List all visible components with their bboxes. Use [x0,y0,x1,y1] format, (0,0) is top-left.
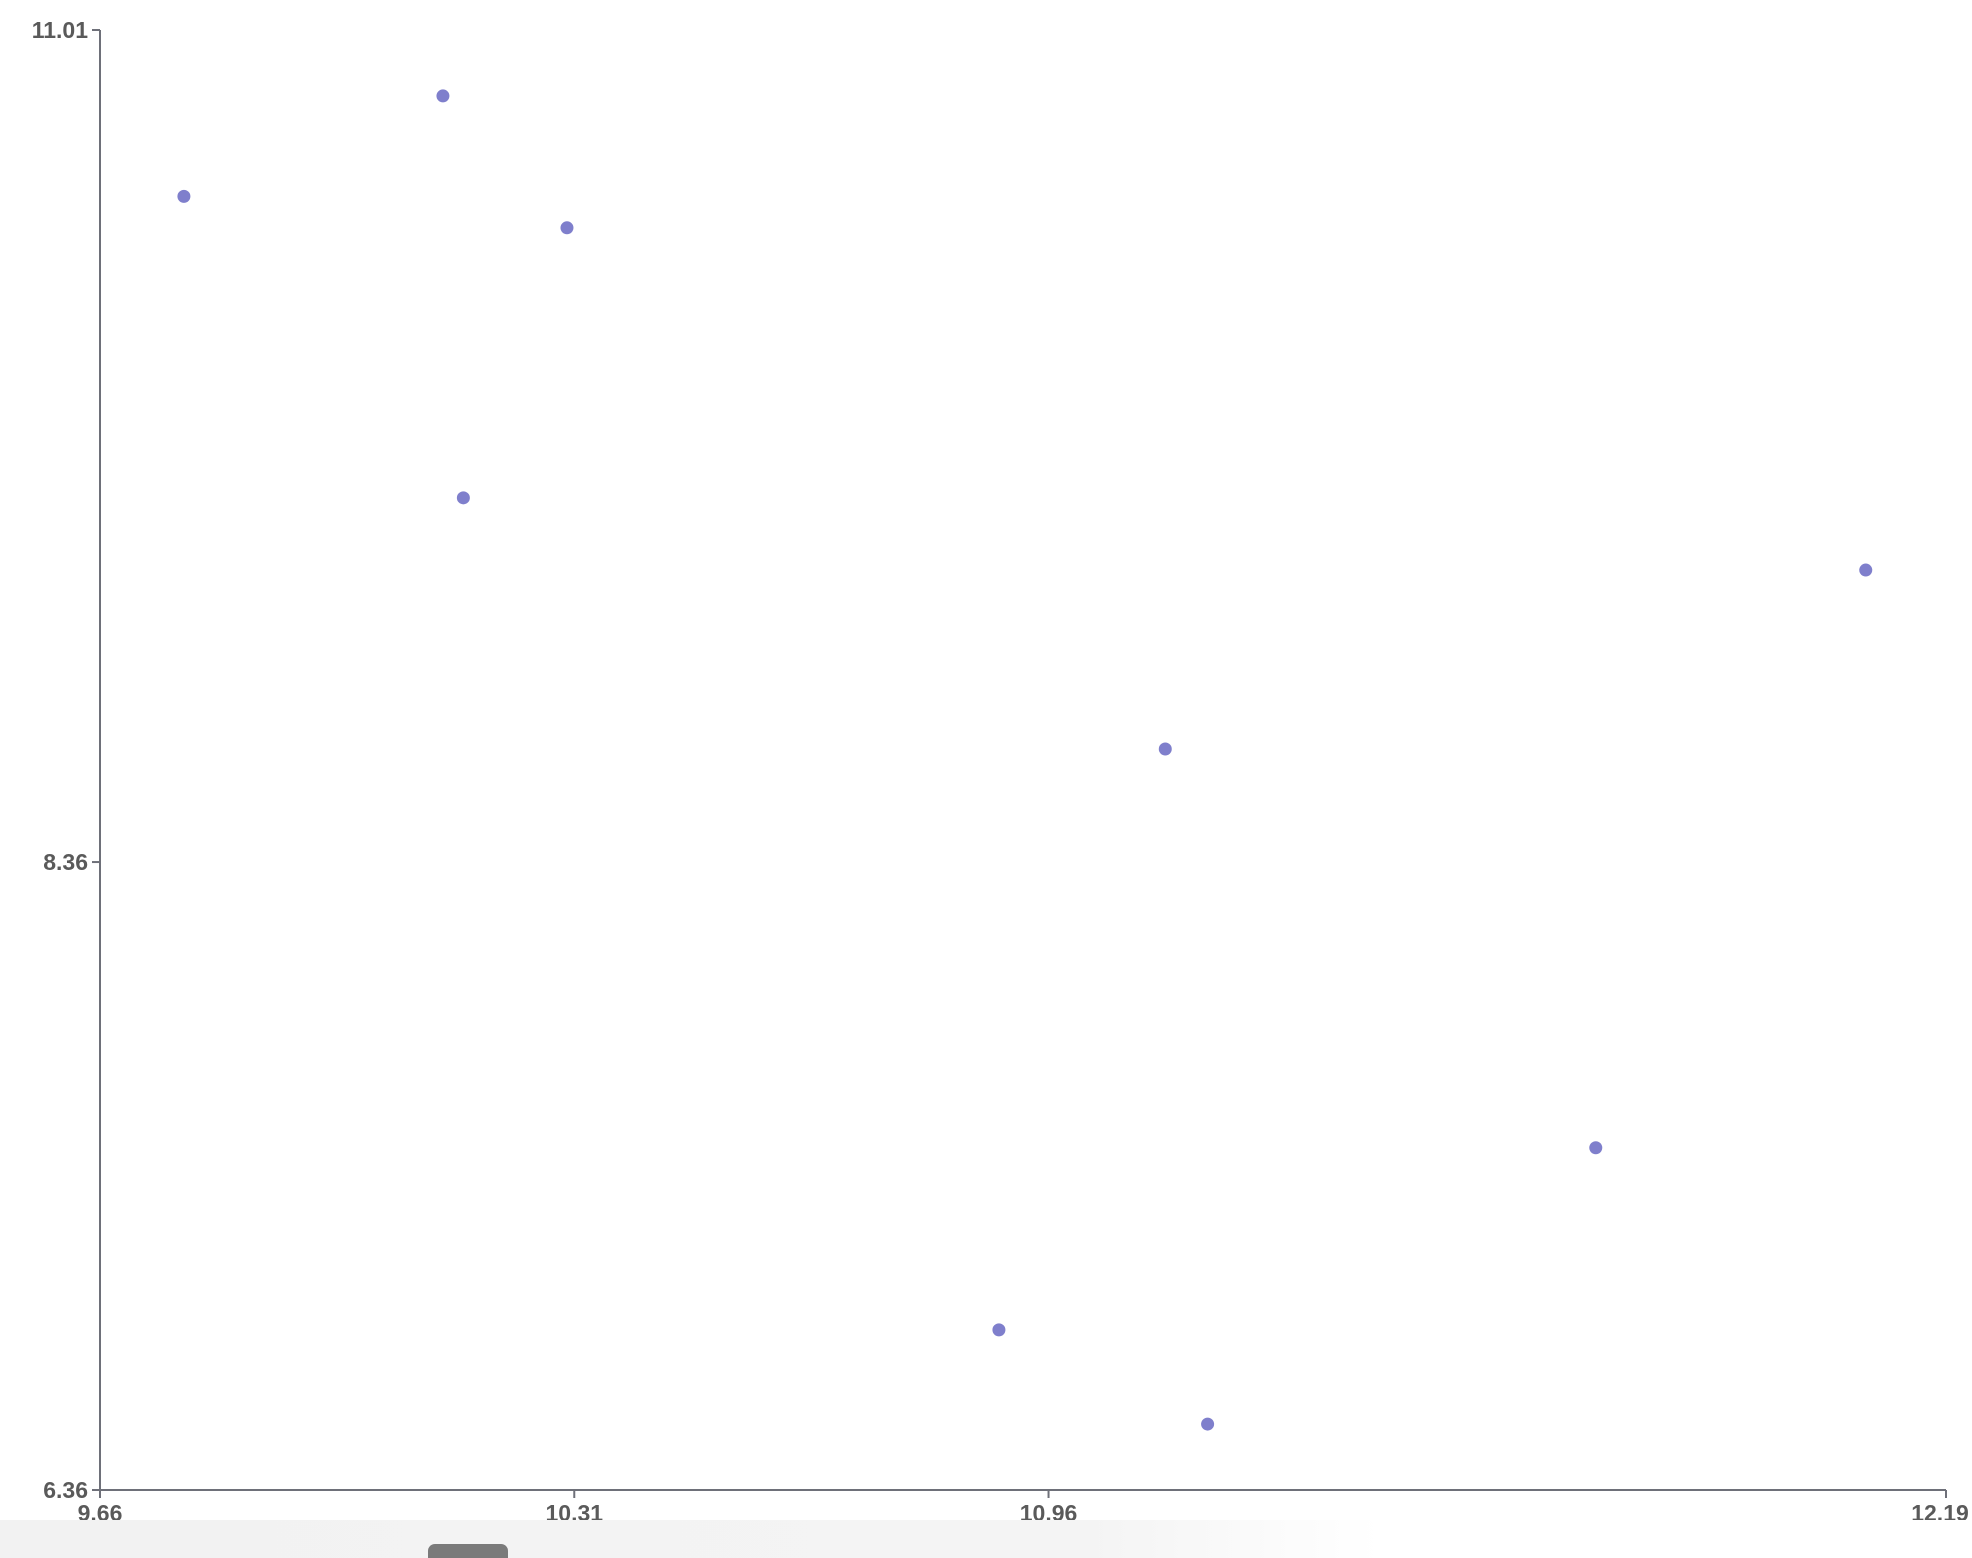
data-point[interactable] [436,89,450,103]
data-points [177,89,1873,1431]
data-point[interactable] [1589,1141,1603,1155]
data-point[interactable] [992,1323,1006,1337]
y-tick-label: 6.36 [43,1477,88,1503]
y-ticks: 6.36 8.36 11.01 [32,17,100,1503]
axes [99,30,1946,1491]
data-point[interactable] [1859,563,1873,577]
y-tick-label: 11.01 [32,17,88,43]
data-point[interactable] [1158,742,1172,756]
scroll-track [0,1520,1972,1558]
data-point[interactable] [177,189,191,203]
y-tick-label: 8.36 [43,849,88,875]
data-point[interactable] [456,491,470,505]
data-point[interactable] [1201,1417,1215,1431]
scrollbar-thumb[interactable] [428,1544,508,1558]
data-point[interactable] [560,221,574,235]
